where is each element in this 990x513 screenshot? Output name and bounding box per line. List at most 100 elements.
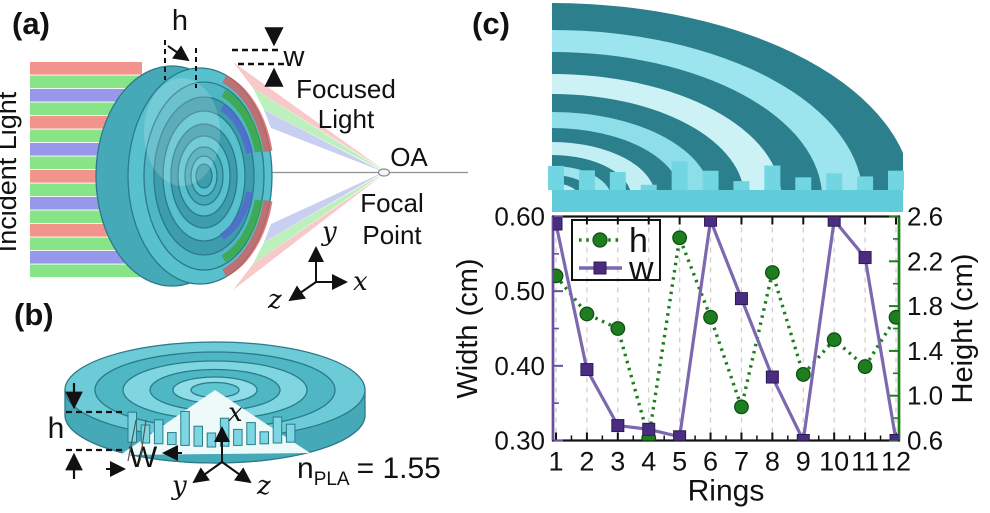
cutaway-tooth: [272, 416, 283, 444]
marker-h: [826, 332, 842, 348]
x-tick-label: 9: [796, 447, 811, 477]
right-tick-label: 2.2: [907, 246, 943, 276]
x-tick-label: 1: [548, 447, 563, 477]
x-tick-label: 11: [851, 447, 879, 477]
lens-ring: [195, 163, 213, 189]
render-ring-step-bar: [795, 177, 812, 190]
panel-c-label: (c): [472, 6, 510, 41]
marker-h: [764, 265, 780, 280]
rim-red-bottom: [222, 199, 273, 278]
legend: hw: [571, 219, 661, 288]
w-annotation-label-b: W: [129, 441, 158, 474]
incident-stripe: [30, 89, 142, 102]
render-ring-step-bar: [857, 176, 874, 190]
lens-disc: [64, 341, 366, 464]
beam-red-top: [233, 62, 384, 170]
marker-w: [889, 434, 899, 441]
series-group: [553, 216, 899, 441]
focal-point-label-1: Focal: [360, 188, 424, 218]
render-ring-step-bar: [671, 161, 688, 190]
cutaway-tooth: [193, 425, 203, 447]
marker-w: [704, 216, 718, 227]
x-tick-label: 3: [610, 447, 625, 477]
x-tick-label: 8: [765, 447, 780, 477]
left-axis-title: Width (cm): [452, 258, 484, 398]
incident-stripe: [30, 62, 142, 75]
coordinate-axes-b: [192, 426, 252, 484]
ring-dimensions-chart: 0.300.400.500.600.61.01.41.82.22.61 2 3 4 5 6…: [452, 202, 979, 508]
axis-z-label-a: z: [267, 285, 282, 315]
lens-highlight: [144, 78, 220, 186]
marker-h: [672, 230, 688, 246]
rim-red-top: [222, 74, 273, 153]
beam-blue-top: [264, 110, 384, 172]
incident-light-label: Incident Light: [0, 91, 22, 252]
render-ring-step-bar: [826, 173, 843, 190]
rim-green-bottom: [221, 199, 263, 263]
optical-axis-label: OA: [390, 142, 428, 172]
right-tick-label: 1.8: [907, 291, 943, 321]
right-axis-title: Height (cm): [947, 254, 979, 404]
x-tick-label: 6: [703, 447, 718, 477]
right-tick-label: 1.4: [907, 336, 943, 366]
legend-label-w: w: [628, 250, 654, 288]
right-tick-label: 1.0: [907, 381, 943, 411]
cutaway-tooth: [259, 431, 269, 445]
panel-b-label: (b): [14, 297, 54, 332]
plot-frame: [551, 215, 901, 442]
refractive-index-text: nPLA = 1.55: [297, 452, 441, 490]
refractive-index-symbol: n: [297, 452, 314, 485]
focused-light-label-2: Light: [318, 104, 375, 134]
axis-z-label-b: z: [256, 471, 271, 501]
coordinate-axes-a: [288, 246, 348, 302]
legend-marker-w: [593, 261, 607, 275]
right-tick-label: 0.6: [907, 426, 943, 456]
focal-point-marker: [377, 168, 391, 177]
render-ring-step-bar: [887, 170, 904, 190]
x-tick-label: 2: [579, 447, 594, 477]
w-annotation-label: w: [283, 41, 306, 73]
cutaway-tooth: [246, 422, 256, 446]
left-tick-label: 0.30: [494, 426, 545, 456]
x-axis-title: Rings: [688, 475, 765, 508]
beam-blue-bottom: [264, 172, 384, 242]
incident-stripe: [30, 75, 142, 89]
marker-h: [703, 309, 718, 325]
marker-h: [579, 306, 595, 322]
chromatic-rim-segments: [220, 74, 273, 278]
render-ring-step-bar: [548, 165, 564, 190]
axis-x-label-a: x: [353, 267, 368, 297]
axis-x-label-b: x: [228, 398, 243, 428]
marker-w: [858, 251, 872, 265]
marker-w: [642, 422, 656, 436]
marker-w: [734, 292, 748, 306]
cutaway-tooth: [153, 419, 164, 445]
marker-h: [553, 268, 564, 284]
render-ring-step-bar: [764, 165, 781, 190]
cutaway-tooth: [167, 432, 177, 446]
cutaway-tooth: [233, 428, 243, 446]
axis-y-label-a: y: [321, 217, 337, 247]
cutaway-tooth: [206, 432, 217, 448]
x-tick-label: 10: [819, 447, 849, 477]
marker-h: [795, 367, 811, 382]
focal-point-label-2: Point: [362, 220, 422, 250]
cutaway-tooth: [285, 423, 296, 443]
render-ring-step-bar: [733, 181, 750, 190]
marker-h: [857, 359, 873, 374]
rim-blue-top: [220, 104, 254, 154]
incident-stripe: [30, 251, 142, 264]
w-annotation-lines-b: [106, 419, 182, 477]
beam-green-bottom: [253, 173, 384, 264]
left-tick-label: 0.60: [494, 202, 545, 232]
beam-green-top: [253, 88, 384, 171]
focused-light-beams: [233, 62, 384, 290]
refractive-index-subscript: PLA: [314, 469, 350, 490]
render-ring-step-bar: [640, 184, 657, 190]
refractive-index-value: = 1.55: [357, 452, 441, 485]
beam-red-bottom: [233, 174, 384, 290]
rim-blue-bottom: [220, 191, 254, 240]
marker-w: [553, 217, 563, 231]
marker-w: [673, 430, 687, 441]
